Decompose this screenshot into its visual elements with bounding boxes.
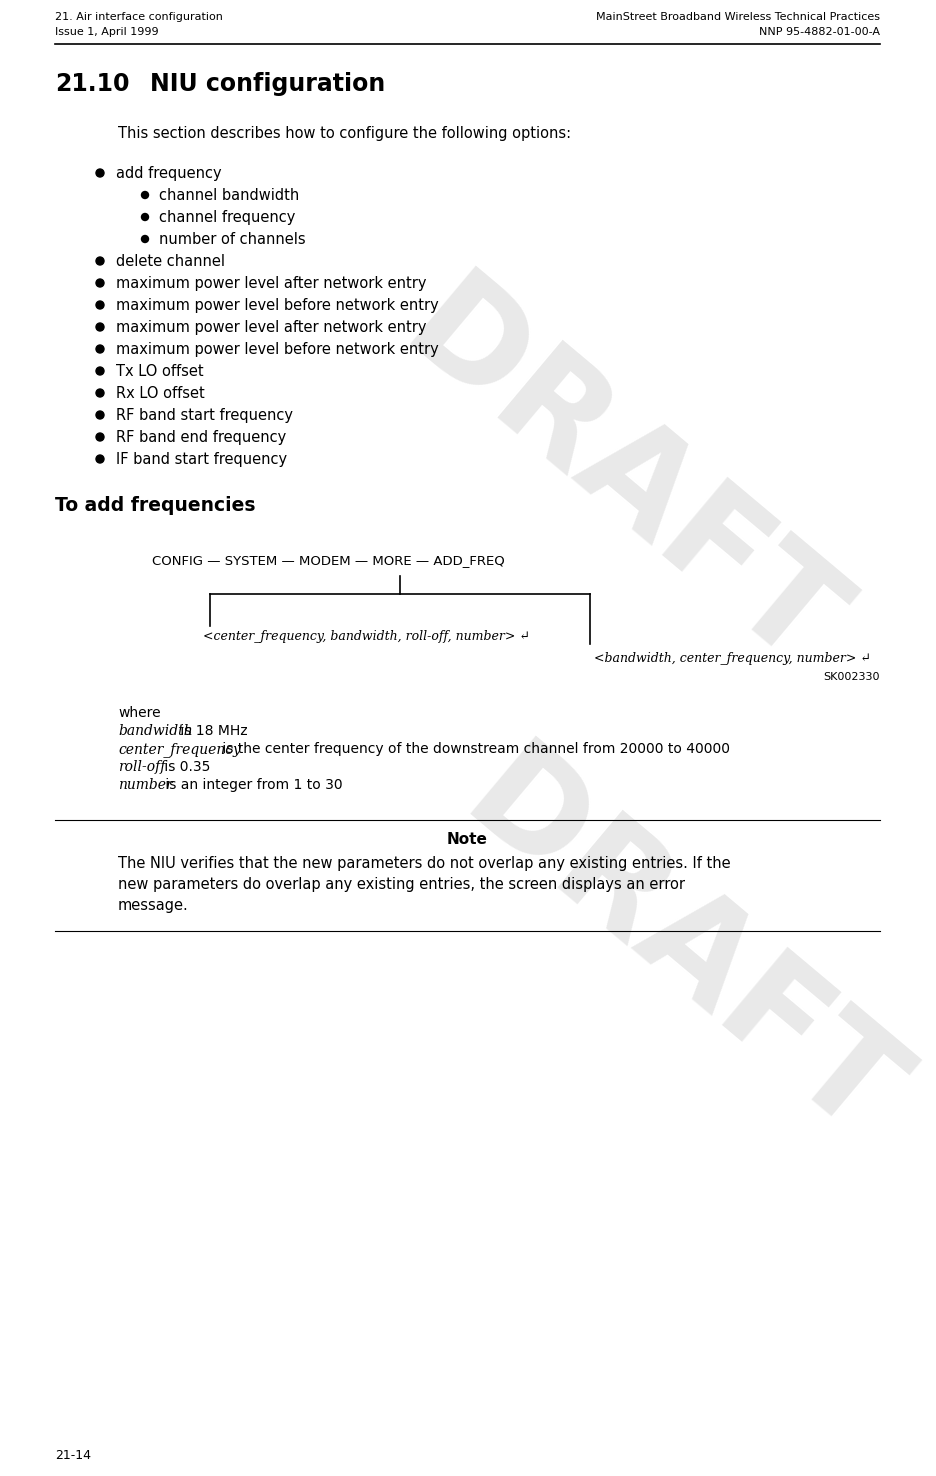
Text: is 18 MHz: is 18 MHz [176, 725, 248, 738]
Text: MainStreet Broadband Wireless Technical Practices: MainStreet Broadband Wireless Technical … [596, 12, 880, 22]
Text: where: where [118, 706, 161, 720]
Text: 21-14: 21-14 [55, 1449, 91, 1463]
Text: is the center frequency of the downstream channel from 20000 to 40000: is the center frequency of the downstrea… [218, 742, 730, 756]
Circle shape [96, 257, 104, 266]
Text: new parameters do overlap any existing entries, the screen displays an error: new parameters do overlap any existing e… [118, 877, 685, 892]
Text: Issue 1, April 1999: Issue 1, April 1999 [55, 27, 158, 37]
Text: center_frequency: center_frequency [118, 742, 241, 757]
Text: is 0.35: is 0.35 [160, 760, 211, 773]
Circle shape [96, 455, 104, 463]
Text: The NIU verifies that the new parameters do not overlap any existing entries. If: The NIU verifies that the new parameters… [118, 856, 731, 871]
Text: channel frequency: channel frequency [159, 210, 296, 224]
Text: CONFIG — SYSTEM — MODEM — MORE — ADD_FREQ: CONFIG — SYSTEM — MODEM — MORE — ADD_FRE… [152, 554, 505, 567]
Text: 21. Air interface configuration: 21. Air interface configuration [55, 12, 223, 22]
Text: Note: Note [447, 832, 488, 847]
Text: DRAFT: DRAFT [438, 732, 922, 1169]
Circle shape [96, 390, 104, 397]
Circle shape [96, 168, 104, 177]
Text: maximum power level before network entry: maximum power level before network entry [116, 342, 439, 357]
Circle shape [96, 323, 104, 331]
Text: roll-off: roll-off [118, 760, 166, 773]
Circle shape [96, 301, 104, 308]
Text: is an integer from 1 to 30: is an integer from 1 to 30 [161, 778, 343, 793]
Circle shape [96, 432, 104, 441]
Text: message.: message. [118, 897, 189, 914]
Circle shape [96, 279, 104, 286]
Text: number: number [118, 778, 172, 793]
Text: maximum power level after network entry: maximum power level after network entry [116, 276, 427, 291]
Text: Tx LO offset: Tx LO offset [116, 365, 204, 379]
Text: 21.10: 21.10 [55, 72, 129, 96]
Text: SK002330: SK002330 [824, 672, 880, 682]
Circle shape [141, 214, 149, 220]
Text: RF band end frequency: RF band end frequency [116, 430, 286, 444]
Text: This section describes how to configure the following options:: This section describes how to configure … [118, 125, 571, 142]
Circle shape [96, 368, 104, 375]
Text: DRAFT: DRAFT [378, 261, 862, 698]
Text: <bandwidth, center_frequency, number> ↵: <bandwidth, center_frequency, number> ↵ [594, 652, 870, 666]
Text: <center_frequency, bandwidth, roll-off, number> ↵: <center_frequency, bandwidth, roll-off, … [203, 630, 530, 644]
Text: number of channels: number of channels [159, 232, 306, 246]
Text: NNP 95-4882-01-00-A: NNP 95-4882-01-00-A [759, 27, 880, 37]
Text: maximum power level after network entry: maximum power level after network entry [116, 320, 427, 335]
Circle shape [96, 345, 104, 353]
Text: bandwidth: bandwidth [118, 725, 193, 738]
Text: maximum power level before network entry: maximum power level before network entry [116, 298, 439, 313]
Circle shape [141, 192, 149, 198]
Text: To add frequencies: To add frequencies [55, 496, 256, 515]
Text: Rx LO offset: Rx LO offset [116, 387, 205, 401]
Circle shape [96, 410, 104, 419]
Text: RF band start frequency: RF band start frequency [116, 407, 293, 424]
Circle shape [141, 236, 149, 242]
Text: add frequency: add frequency [116, 165, 222, 182]
Text: NIU configuration: NIU configuration [150, 72, 386, 96]
Text: channel bandwidth: channel bandwidth [159, 187, 300, 204]
Text: delete channel: delete channel [116, 254, 225, 269]
Text: IF band start frequency: IF band start frequency [116, 452, 287, 466]
